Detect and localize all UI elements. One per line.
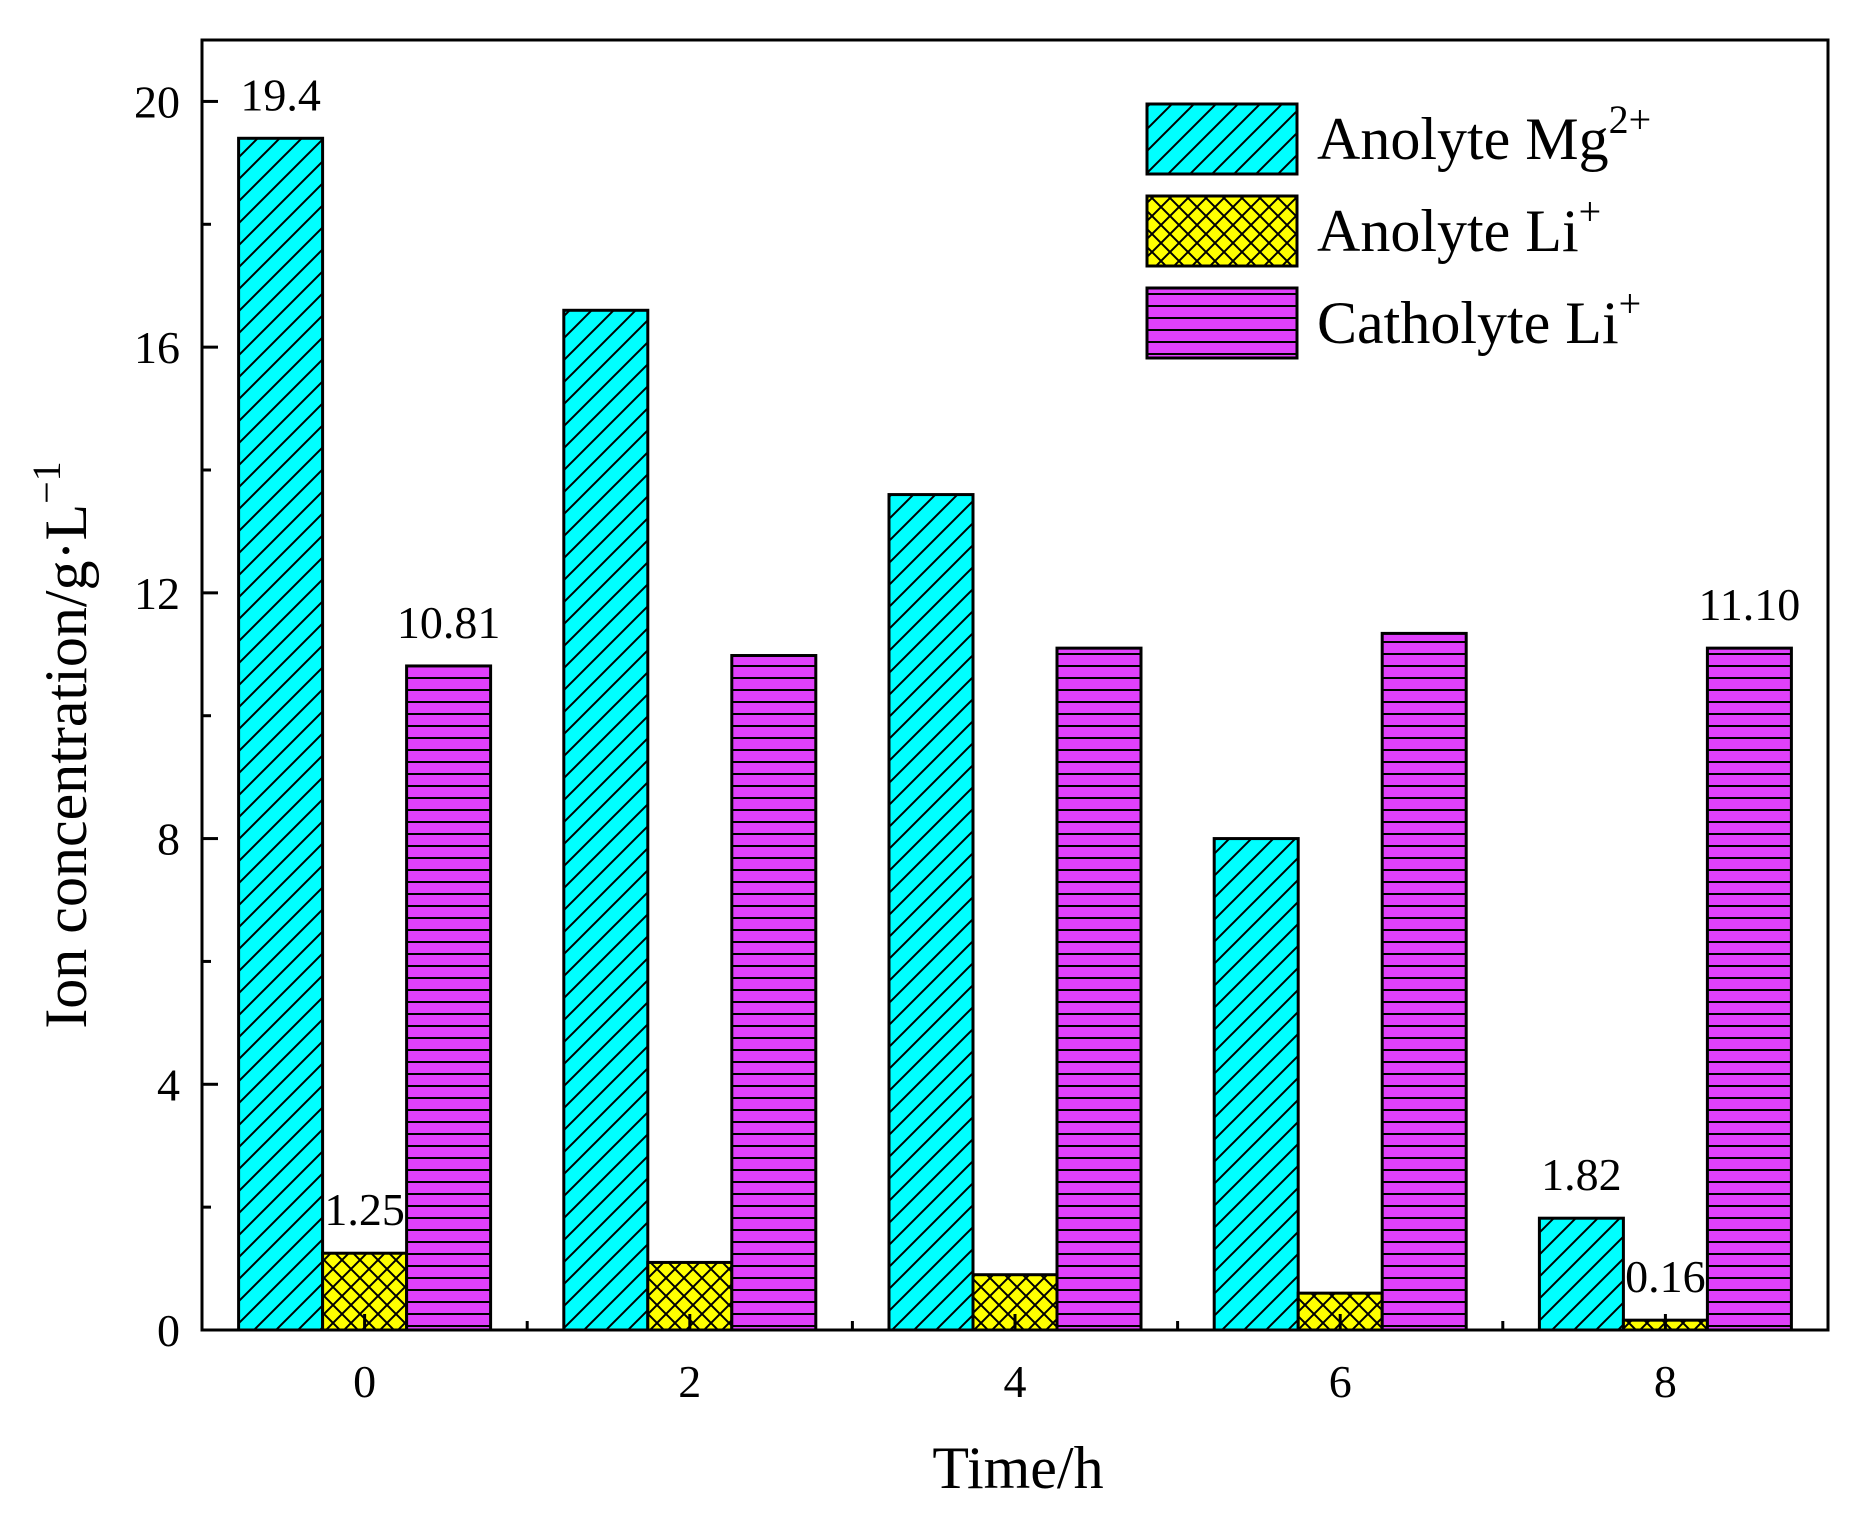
bar-catholyte-li-t0 bbox=[407, 666, 491, 1330]
bar-catholyte-li-t6 bbox=[1382, 633, 1466, 1330]
bar-catholyte-li-t8 bbox=[1707, 648, 1791, 1330]
x-tick-label: 2 bbox=[678, 1356, 701, 1407]
bar-catholyte-li-t4 bbox=[1057, 648, 1141, 1330]
y-axis-label: Ion concentration/g·L−1 bbox=[24, 461, 99, 1028]
bar-anolyte-mg-t4 bbox=[889, 495, 973, 1330]
legend-swatch bbox=[1147, 196, 1297, 266]
legend-entry: Catholyte Li+ bbox=[1317, 281, 1641, 356]
y-tick-label: 20 bbox=[134, 76, 180, 127]
data-label: 0.16 bbox=[1625, 1251, 1706, 1302]
bar-catholyte-li-t2 bbox=[732, 656, 816, 1330]
data-label: 10.81 bbox=[397, 597, 501, 648]
legend-swatch bbox=[1147, 104, 1297, 174]
x-tick-label: 0 bbox=[353, 1356, 376, 1407]
bar-anolyte-mg-t8 bbox=[1539, 1218, 1623, 1330]
y-tick-label: 0 bbox=[157, 1305, 180, 1356]
x-tick-label: 4 bbox=[1004, 1356, 1027, 1407]
data-label: 11.10 bbox=[1699, 579, 1801, 630]
data-label: 1.82 bbox=[1541, 1149, 1622, 1200]
legend: Anolyte Mg2+ Anolyte Li+ Catholyte Li+ bbox=[1147, 97, 1651, 358]
data-label: 1.25 bbox=[324, 1184, 405, 1235]
bar-anolyte-mg-t0 bbox=[239, 138, 323, 1330]
x-tick-label: 8 bbox=[1654, 1356, 1677, 1407]
y-tick-label: 16 bbox=[134, 322, 180, 373]
y-tick-label: 8 bbox=[157, 814, 180, 865]
bar-anolyte-mg-t2 bbox=[564, 310, 648, 1330]
legend-entry: Anolyte Mg2+ bbox=[1317, 97, 1651, 172]
x-axis-label: Time/h bbox=[932, 1435, 1103, 1501]
data-label: 19.4 bbox=[240, 69, 321, 120]
bar-anolyte-mg-t6 bbox=[1214, 839, 1298, 1330]
y-axis-label-text: Ion concentration/g·L bbox=[33, 504, 99, 1029]
x-tick-label: 6 bbox=[1329, 1356, 1352, 1407]
y-axis-label-sup: −1 bbox=[24, 461, 69, 504]
y-tick-label: 12 bbox=[134, 568, 180, 619]
legend-swatch bbox=[1147, 288, 1297, 358]
legend-entry: Anolyte Li+ bbox=[1317, 189, 1601, 264]
y-tick-label: 4 bbox=[157, 1059, 180, 1110]
chart: 19.4 1.25 10.81 1.820.16 11.10 0 4 8 12 16 20 0 2 4 6… bbox=[0, 0, 1858, 1515]
